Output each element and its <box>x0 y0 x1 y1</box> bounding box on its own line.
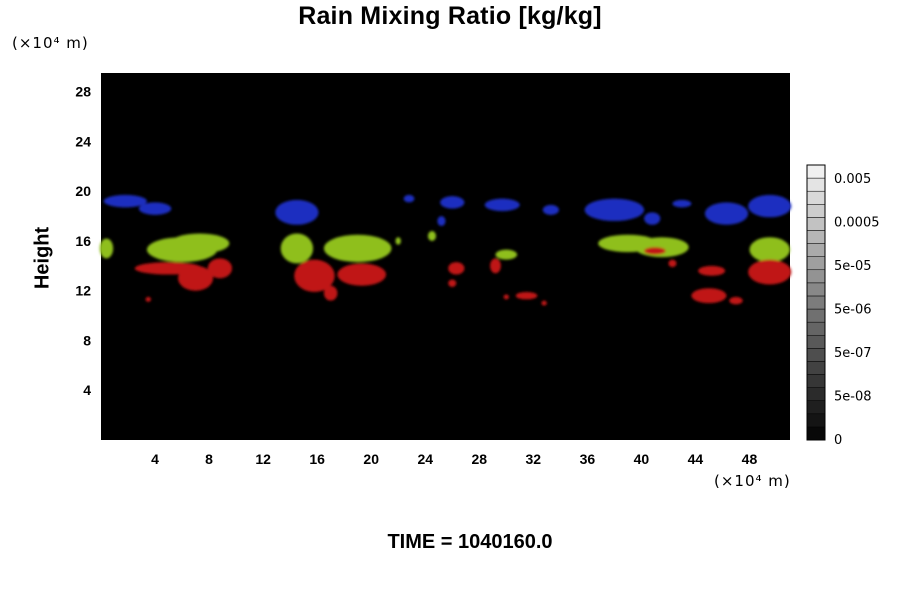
colorbar-frame <box>806 164 826 441</box>
colorbar-swatch <box>806 243 826 257</box>
y-axis-ticks: 4 8 12 16 20 24 28 <box>75 84 91 399</box>
field-region <box>704 202 749 225</box>
colorbar-swatch <box>806 308 826 323</box>
x-tick-label: 4 <box>151 451 159 467</box>
x-tick-label: 32 <box>526 451 542 467</box>
colorbar: 0 5e-08 5e-07 5e-06 5e-05 0.0005 0.005 <box>806 164 880 448</box>
field-region <box>691 288 727 304</box>
colorbar-swatch <box>806 164 826 179</box>
field-region <box>178 265 214 291</box>
field-region <box>138 202 172 215</box>
field-region <box>294 259 335 292</box>
y-tick-label: 24 <box>75 133 91 149</box>
field-region <box>490 258 501 274</box>
colorbar-label: 0.0005 <box>834 216 880 231</box>
field-region <box>503 294 509 300</box>
colorbar-swatch <box>806 374 826 388</box>
field-region <box>323 234 392 263</box>
field-region <box>323 285 338 301</box>
x-tick-label: 36 <box>580 451 596 467</box>
field-region <box>448 279 457 287</box>
field-region <box>484 198 520 212</box>
field-region <box>748 259 792 285</box>
y-tick-label: 12 <box>75 283 91 299</box>
x-tick-label: 16 <box>309 451 325 467</box>
field-region <box>634 237 689 258</box>
colorbar-label: 5e-05 <box>834 259 872 274</box>
x-tick-label: 48 <box>742 451 758 467</box>
colorbar-swatch <box>806 321 826 336</box>
field-region <box>103 194 147 208</box>
colorbar-swatch <box>806 256 826 271</box>
x-tick-label: 28 <box>471 451 487 467</box>
y-tick-label: 4 <box>83 382 91 398</box>
x-tick-label: 20 <box>363 451 379 467</box>
field-region <box>207 258 233 279</box>
colorbar-swatch <box>806 334 826 349</box>
colorbar-label: 0 <box>834 433 842 448</box>
time-label: TIME = 1040160.0 <box>387 531 553 553</box>
field-region <box>440 196 465 209</box>
colorbar-label: 5e-08 <box>834 390 872 405</box>
field-region <box>542 204 559 215</box>
y-tick-label: 8 <box>83 332 91 348</box>
colorbar-swatch <box>806 230 826 244</box>
field-region <box>584 198 645 222</box>
field-region <box>337 263 387 286</box>
colorbar-swatch <box>806 400 826 415</box>
colorbar-swatch <box>806 177 826 192</box>
x-tick-label: 24 <box>417 451 433 467</box>
colorbar-label: 5e-06 <box>834 303 872 318</box>
y-tick-label: 28 <box>75 84 91 100</box>
field-region <box>668 259 677 268</box>
field-region <box>280 233 314 264</box>
field-region <box>145 296 151 302</box>
field-region <box>729 296 743 305</box>
field-region <box>275 199 319 225</box>
x-tick-label: 12 <box>255 451 271 467</box>
colorbar-swatch <box>806 361 826 375</box>
field-region <box>672 199 692 208</box>
field-region <box>748 194 792 218</box>
y-tick-label: 20 <box>75 183 91 199</box>
plot-area <box>101 73 790 440</box>
field-region <box>749 237 790 263</box>
colorbar-swatch <box>806 282 826 297</box>
field-region <box>644 212 661 225</box>
x-axis-ticks: 4 8 12 16 20 24 28 32 36 40 44 48 <box>151 451 757 467</box>
colorbar-label: 0.005 <box>834 172 871 187</box>
x-tick-label: 44 <box>688 451 704 467</box>
field-region <box>698 265 726 276</box>
chart-title: Rain Mixing Ratio [kg/kg] <box>298 2 602 30</box>
field-region <box>515 291 538 300</box>
colorbar-swatch <box>806 413 826 428</box>
colorbar-swatch <box>806 269 826 284</box>
colorbar-swatch <box>806 426 826 441</box>
field-regions <box>99 194 792 306</box>
field-region <box>403 194 415 203</box>
colorbar-swatch <box>806 348 826 362</box>
field-region <box>644 247 666 255</box>
field-region <box>495 249 518 260</box>
colorbar-swatch <box>806 295 826 310</box>
field-region <box>427 230 437 241</box>
x-tick-label: 8 <box>205 451 213 467</box>
x-axis-unit: (×10⁴ m) <box>714 472 791 490</box>
field-region <box>395 237 401 245</box>
field-region <box>99 238 114 259</box>
field-region <box>541 300 547 306</box>
x-tick-label: 40 <box>634 451 650 467</box>
y-axis-unit: (×10⁴ m) <box>12 34 89 52</box>
colorbar-label: 5e-07 <box>834 346 872 361</box>
colorbar-swatch <box>806 217 826 231</box>
field-region <box>448 262 465 275</box>
colorbar-swatch <box>806 204 826 218</box>
colorbar-swatch <box>806 190 826 205</box>
y-tick-label: 16 <box>75 233 91 249</box>
colorbar-swatch <box>806 387 826 401</box>
field-region <box>437 216 446 227</box>
field-region <box>169 233 230 254</box>
